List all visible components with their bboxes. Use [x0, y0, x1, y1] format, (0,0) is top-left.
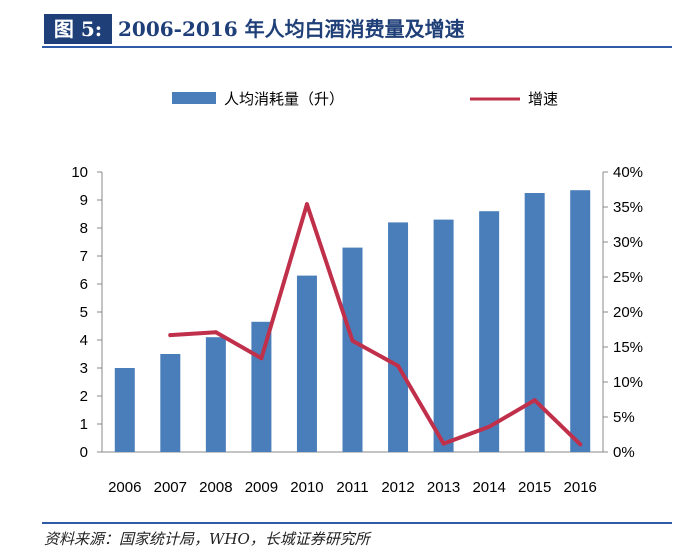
left-tick-label: 6: [80, 276, 88, 293]
legend-bar-label: 人均消耗量（升）: [224, 90, 344, 108]
left-tick-label: 2: [80, 388, 88, 405]
left-tick-label: 1: [80, 416, 88, 433]
bar: [342, 247, 363, 452]
bar: [296, 275, 317, 452]
footer-divider: [42, 522, 672, 524]
right-tick-label: 40%: [613, 164, 643, 181]
x-tick-label: 2007: [154, 479, 187, 496]
chart: 0 1 2 3 4 5 6 7 8 9 10 0% 5% 10% 15% 20% 25% 30% 35% 40% 200…: [71, 90, 643, 496]
left-tick-label: 8: [80, 220, 88, 237]
growth-point: [259, 356, 264, 361]
bar: [479, 211, 500, 452]
growth-point: [487, 424, 492, 429]
figure-title: 2006-2016 年人均白酒消费量及增速: [118, 17, 465, 41]
bar: [524, 193, 545, 452]
legend-line-label: 增速: [528, 90, 558, 108]
growth-point: [304, 202, 309, 207]
right-tick-label: 35%: [613, 199, 643, 216]
left-tick-label: 4: [80, 332, 88, 349]
x-tick-label: 2010: [290, 479, 323, 496]
growth-point: [168, 333, 173, 338]
x-tick-label: 2013: [427, 479, 460, 496]
growth-line: [168, 202, 583, 447]
right-tick-label: 20%: [613, 304, 643, 321]
bar: [205, 337, 226, 452]
x-tick-label: 2014: [472, 479, 505, 496]
x-tick-label: 2015: [518, 479, 551, 496]
left-tick-label: 9: [80, 192, 88, 209]
source-note: 资料来源：国家统计局，WHO，长城证券研究所: [44, 530, 370, 548]
bar: [570, 190, 591, 452]
left-tick-label: 0: [80, 444, 88, 461]
x-tick-label: 2006: [108, 479, 141, 496]
growth-point: [532, 398, 537, 403]
growth-point: [396, 363, 401, 368]
left-tick-label: 10: [71, 164, 88, 181]
left-tick-label: 3: [80, 360, 88, 377]
right-tick-label: 10%: [613, 374, 643, 391]
x-tick-label: 2011: [336, 479, 368, 496]
right-tick-label: 25%: [613, 269, 643, 286]
growth-point: [441, 441, 446, 446]
growth-point: [578, 442, 583, 447]
left-tick-label: 5: [80, 304, 88, 321]
x-tick-label: 2009: [245, 479, 278, 496]
right-tick-label: 0%: [613, 444, 635, 461]
legend-bar-swatch: [172, 92, 216, 104]
right-tick-label: 30%: [613, 234, 643, 251]
bar: [388, 222, 409, 452]
figure-header: 图 5: 2006-2016 年人均白酒消费量及增速: [0, 0, 692, 52]
x-tick-label: 2016: [564, 479, 597, 496]
bar: [160, 354, 181, 452]
x-tick-label: 2012: [381, 479, 414, 496]
growth-point: [350, 338, 355, 343]
x-tick-label: 2008: [199, 479, 232, 496]
right-tick-label: 15%: [613, 339, 643, 356]
growth-point: [213, 330, 218, 335]
bar: [433, 219, 454, 452]
header-divider: [42, 46, 672, 48]
bar: [114, 368, 135, 452]
right-tick-label: 5%: [613, 409, 635, 426]
left-tick-label: 7: [80, 248, 88, 265]
figure-label: 图 5:: [44, 14, 112, 44]
